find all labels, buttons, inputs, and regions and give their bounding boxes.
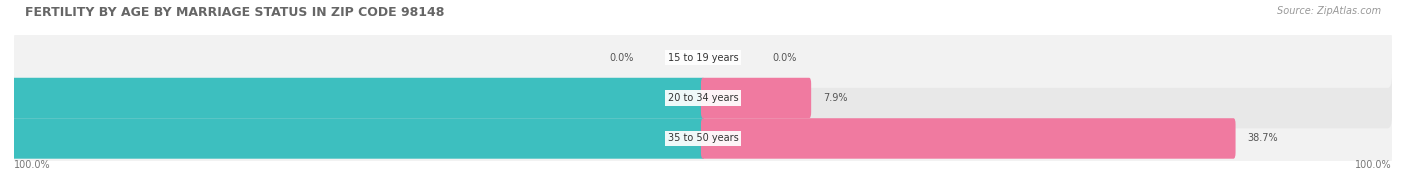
Text: 38.7%: 38.7% (1247, 133, 1278, 143)
Text: 0.0%: 0.0% (610, 53, 634, 63)
Text: 0.0%: 0.0% (772, 53, 796, 63)
Text: 100.0%: 100.0% (1355, 160, 1392, 170)
Text: 100.0%: 100.0% (14, 160, 51, 170)
Text: Source: ZipAtlas.com: Source: ZipAtlas.com (1277, 6, 1381, 16)
FancyBboxPatch shape (14, 68, 1392, 128)
FancyBboxPatch shape (702, 78, 811, 118)
Text: 20 to 34 years: 20 to 34 years (668, 93, 738, 103)
FancyBboxPatch shape (0, 78, 704, 118)
FancyBboxPatch shape (0, 118, 704, 159)
FancyBboxPatch shape (702, 118, 1236, 159)
Text: 35 to 50 years: 35 to 50 years (668, 133, 738, 143)
FancyBboxPatch shape (14, 27, 1392, 88)
FancyBboxPatch shape (14, 108, 1392, 169)
Text: 7.9%: 7.9% (823, 93, 848, 103)
Text: 15 to 19 years: 15 to 19 years (668, 53, 738, 63)
Text: FERTILITY BY AGE BY MARRIAGE STATUS IN ZIP CODE 98148: FERTILITY BY AGE BY MARRIAGE STATUS IN Z… (25, 6, 444, 19)
